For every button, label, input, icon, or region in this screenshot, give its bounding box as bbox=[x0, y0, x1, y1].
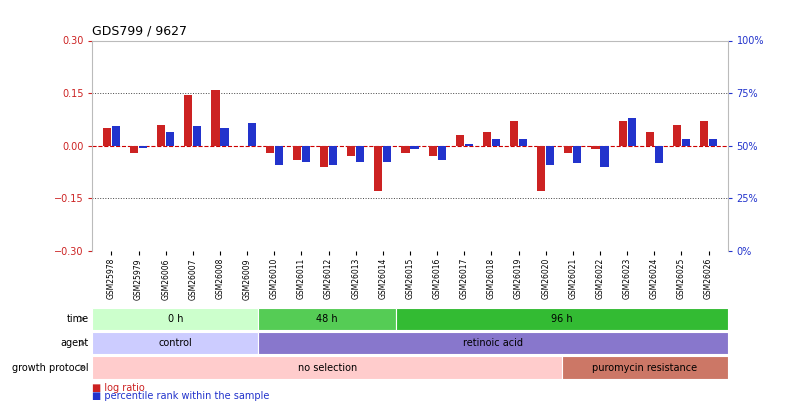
Bar bbox=[193, 126, 202, 146]
Bar bbox=[410, 146, 418, 149]
Bar bbox=[166, 132, 174, 146]
Bar bbox=[401, 146, 409, 153]
Bar bbox=[654, 146, 662, 163]
Bar bbox=[347, 146, 355, 156]
Bar bbox=[699, 121, 707, 146]
Bar bbox=[483, 132, 491, 146]
Bar bbox=[130, 146, 138, 153]
Bar bbox=[139, 146, 147, 147]
Text: 48 h: 48 h bbox=[316, 314, 337, 324]
Text: ■ log ratio: ■ log ratio bbox=[92, 383, 145, 393]
Text: agent: agent bbox=[60, 338, 88, 348]
Bar bbox=[92, 356, 561, 379]
Text: retinoic acid: retinoic acid bbox=[463, 338, 522, 348]
Bar bbox=[374, 146, 382, 192]
Bar bbox=[708, 139, 716, 146]
Bar bbox=[564, 146, 572, 153]
Bar bbox=[618, 121, 626, 146]
Bar bbox=[396, 308, 727, 330]
Bar bbox=[247, 123, 255, 146]
Bar bbox=[591, 146, 599, 149]
Bar bbox=[92, 332, 258, 354]
Bar bbox=[184, 95, 192, 146]
Text: puromycin resistance: puromycin resistance bbox=[592, 362, 696, 373]
Bar bbox=[356, 146, 364, 162]
Bar bbox=[681, 139, 689, 146]
Bar bbox=[437, 146, 445, 160]
Text: 0 h: 0 h bbox=[167, 314, 183, 324]
Bar bbox=[383, 146, 391, 162]
Bar bbox=[536, 146, 544, 192]
Bar bbox=[509, 121, 518, 146]
Bar bbox=[320, 146, 328, 167]
Bar bbox=[292, 146, 300, 160]
Bar bbox=[519, 139, 527, 146]
Bar bbox=[258, 332, 727, 354]
Bar bbox=[428, 146, 436, 156]
Bar bbox=[573, 146, 581, 163]
Bar bbox=[645, 132, 653, 146]
Bar bbox=[211, 90, 219, 146]
Bar bbox=[103, 128, 111, 146]
Bar bbox=[258, 308, 396, 330]
Bar bbox=[600, 146, 608, 167]
Bar bbox=[672, 125, 680, 146]
Bar bbox=[464, 144, 472, 146]
Bar bbox=[328, 146, 336, 165]
Bar bbox=[301, 146, 310, 162]
Bar bbox=[561, 356, 727, 379]
Text: 96 h: 96 h bbox=[550, 314, 572, 324]
Bar bbox=[92, 308, 258, 330]
Text: no selection: no selection bbox=[297, 362, 357, 373]
Text: growth protocol: growth protocol bbox=[12, 362, 88, 373]
Bar bbox=[627, 118, 635, 146]
Bar bbox=[545, 146, 553, 165]
Bar bbox=[157, 125, 165, 146]
Text: ■ percentile rank within the sample: ■ percentile rank within the sample bbox=[92, 391, 270, 401]
Bar bbox=[220, 128, 228, 146]
Bar bbox=[275, 146, 283, 165]
Text: control: control bbox=[158, 338, 192, 348]
Bar bbox=[491, 139, 499, 146]
Text: time: time bbox=[66, 314, 88, 324]
Bar bbox=[112, 126, 120, 146]
Bar bbox=[455, 135, 463, 146]
Text: GDS799 / 9627: GDS799 / 9627 bbox=[92, 25, 187, 38]
Bar bbox=[266, 146, 274, 153]
